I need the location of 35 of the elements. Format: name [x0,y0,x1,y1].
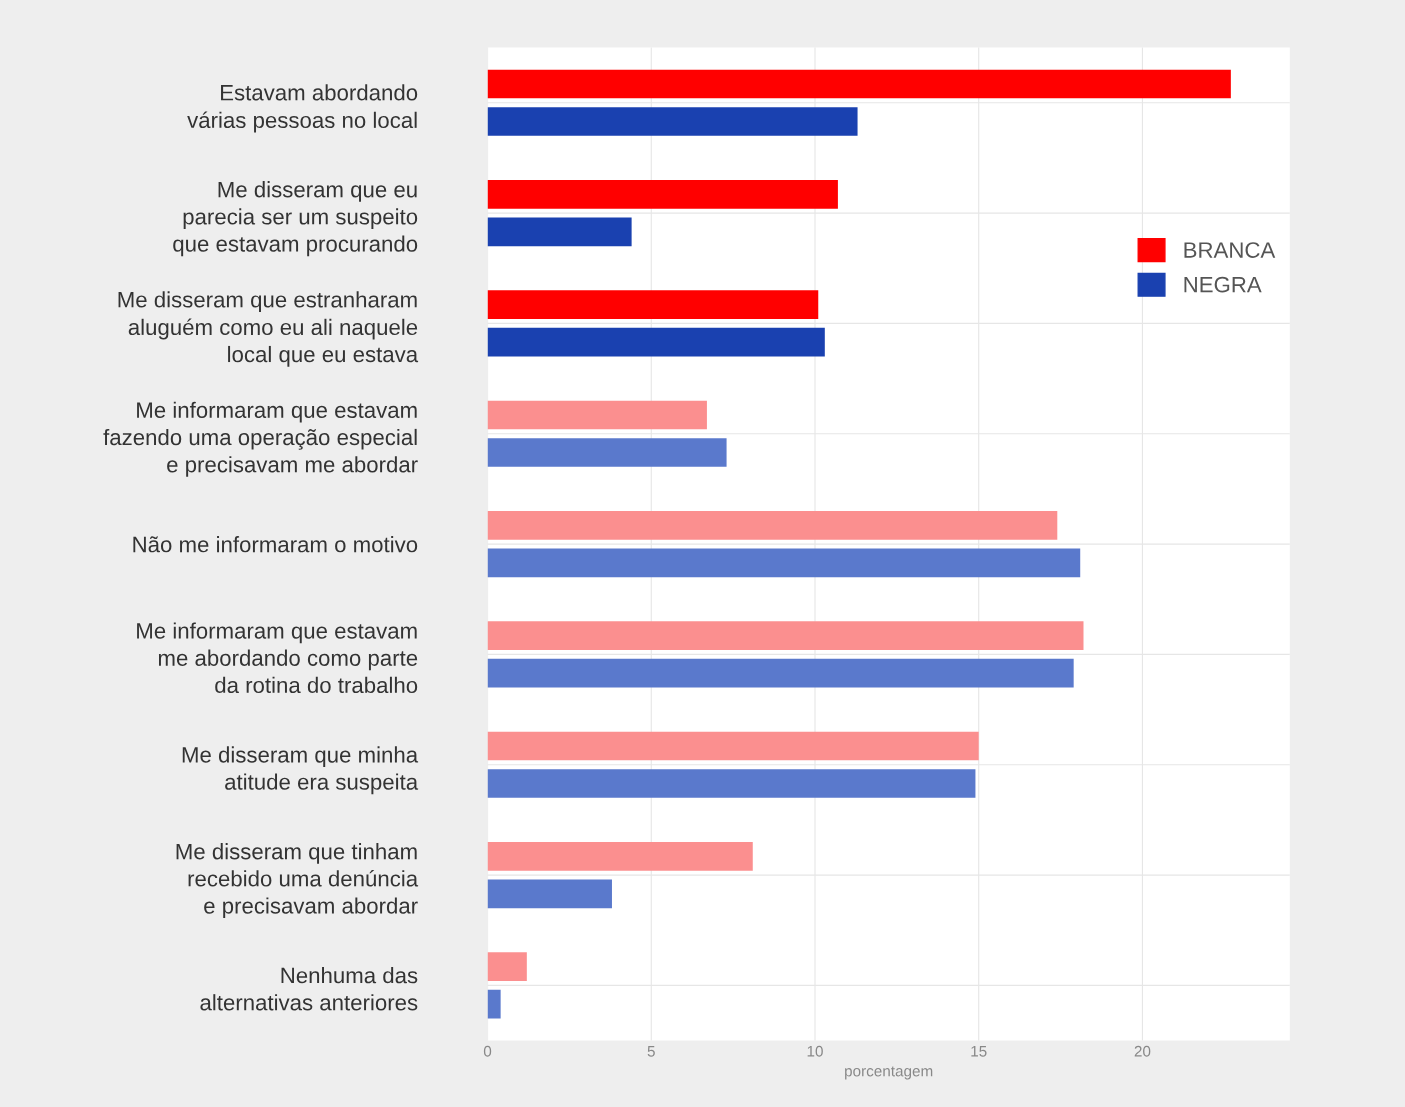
x-tick-label: 20 [1134,1045,1151,1057]
legend-label: NEGRA [1184,276,1262,293]
bar [487,438,727,467]
y-tick-label: Não me informaram o motivo [133,536,418,553]
y-tick-label: Me disseram que estranharam aluguém como eu ali naquele local que eu estava [118,291,419,367]
bar [487,989,501,1019]
y-tick-label: Me informaram que estavam me abordando como parte da rotina do trabalho [137,622,418,694]
y-tick-label: Me informaram que estavam fazendo uma operação especial e precisavam me abordar [103,401,418,477]
bar [487,769,976,798]
x-tick-label: 0 [483,1045,492,1057]
bar [487,952,527,981]
bar [487,180,838,209]
y-tick-label: Estavam abordando várias pessoas no local [187,84,418,133]
bar [487,621,1084,651]
x-axis-title: porcentagem [845,1066,933,1080]
bar [487,548,1081,578]
x-tick-label: 10 [807,1045,823,1057]
bar [487,107,858,136]
bar [487,400,707,430]
x-tick-label: 5 [647,1046,655,1057]
y-tick-label: Me disseram que eu parecia ser um suspeito que estavam procurando [173,181,418,257]
y-tick-label: Nenhuma das alternativas anteriores [200,967,418,1011]
bar [487,731,979,761]
legend-label: BRANCA [1184,242,1276,258]
y-tick-label: Me disseram que tinham recebido uma denúncia e precisavam abordar [176,843,419,919]
bar [487,510,1058,540]
bar [487,879,612,909]
bar [487,658,1074,688]
x-tick-label: 15 [971,1046,987,1057]
y-tick-label: Me disseram que minha atitude era suspeita [182,746,419,795]
bar [487,841,753,871]
bar [487,69,1231,99]
bar [487,327,825,357]
bar [487,290,819,320]
bar [487,217,632,247]
